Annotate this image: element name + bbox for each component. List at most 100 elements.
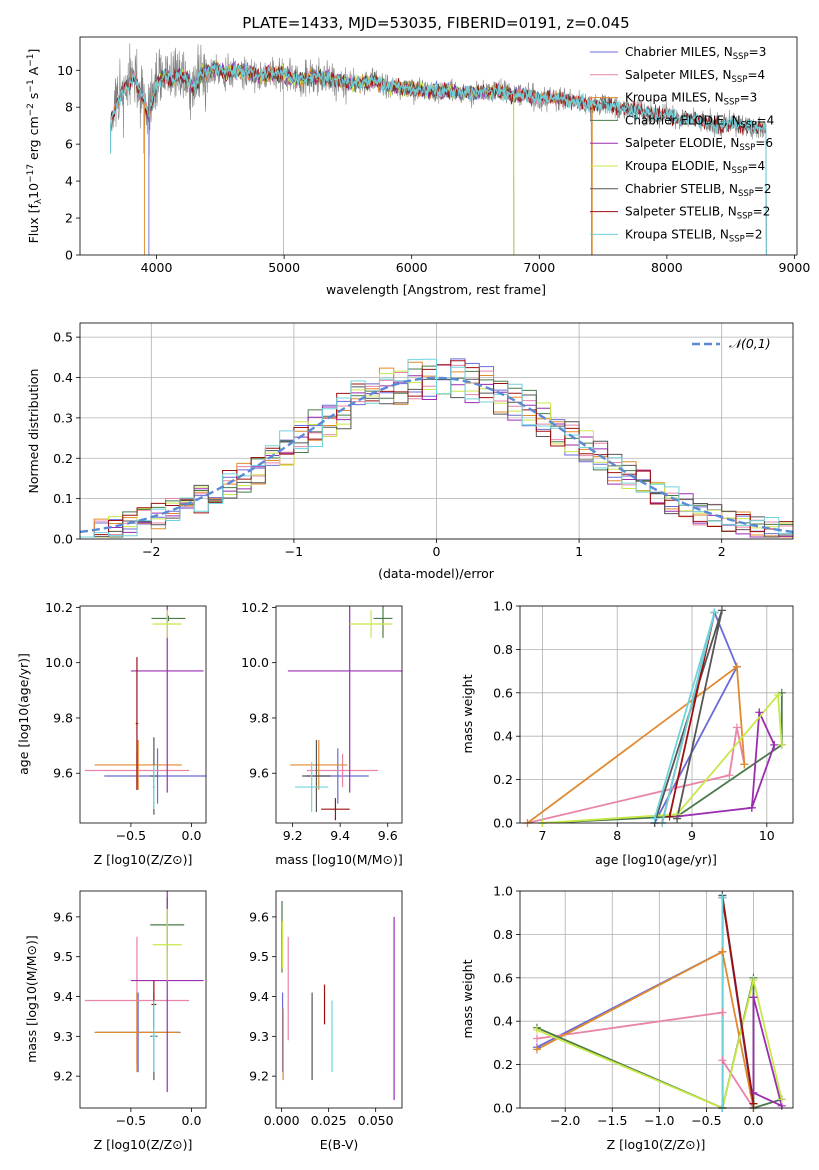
- age_vs_mass-plot-area: [287, 606, 402, 821]
- mass_vs_Z-frame: [79, 890, 207, 1109]
- tspan: −1: [26, 79, 36, 92]
- spectrum-y-label: Flux [fλ​10−17​ erg cm−2​ s−1​ A−1​]: [26, 49, 44, 244]
- normal-curve: [80, 376, 793, 534]
- weight-line-kroupa-elodie: [542, 692, 783, 823]
- weight-marker: [718, 1008, 727, 1017]
- y-tick-label: 10.0: [45, 655, 73, 670]
- legend-name: Salpeter ELODIE, N: [625, 136, 739, 150]
- y-tick-label: 0.5: [53, 330, 73, 345]
- y-tick-label: 10: [57, 63, 73, 78]
- y-tick-label: 0.4: [493, 729, 513, 744]
- x-tick-label: 8000: [651, 260, 683, 275]
- y-tick-label: 0.0: [53, 532, 73, 547]
- weight-vs-age-x-label: age [log10(age/yr)]: [595, 852, 717, 867]
- y-tick-label: 9.6: [53, 766, 73, 781]
- y-tick-label: 9.3: [249, 1029, 269, 1044]
- y-tick-label: 0.0: [493, 816, 513, 831]
- y-tick-label: 9.2: [53, 1069, 73, 1084]
- mass_vs_ebv-axes: 0.000 0.025 0.050 9.2 9.3 9.4 9.5 9.6: [249, 890, 403, 1128]
- weight_vs_age-frame: [519, 605, 794, 824]
- weight-marker: [777, 740, 786, 749]
- weight-marker: [777, 688, 786, 697]
- x-tick-label: 0.000: [264, 1113, 300, 1128]
- weight-marker: [755, 708, 764, 717]
- age_vs_mass-frame: [275, 605, 403, 824]
- y-tick-label: 0.4: [493, 1014, 513, 1029]
- x-tick-label: 9000: [779, 260, 811, 275]
- y-tick-label: 10.2: [45, 600, 73, 615]
- legend-entry: Chabrier STELIB, NSSP=2: [625, 182, 772, 199]
- legend-name: Chabrier ELODIE, N: [625, 113, 741, 127]
- weight-line-kroupa-elodie: [536, 979, 783, 1108]
- weight-marker: [749, 1099, 758, 1108]
- legend-sub: SSP: [738, 189, 754, 199]
- weight-marker: [770, 740, 779, 749]
- legend-entry: Chabrier ELODIE, NSSP=4: [625, 113, 774, 130]
- y-tick-label: 9.4: [249, 989, 269, 1004]
- legend-sub: SSP: [737, 212, 753, 222]
- residuals-x-label: (data-model)/error: [378, 566, 495, 581]
- age-vs-z-x-label: Z [log10(Z/Z⊙)]: [94, 852, 193, 867]
- legend-name: Salpeter STELIB, N: [625, 205, 737, 219]
- weight-marker: [747, 803, 756, 812]
- weight-marker: [710, 608, 719, 617]
- weight-marker: [718, 893, 727, 902]
- weight-marker: [673, 814, 682, 823]
- y-tick-label: 0.0: [493, 1101, 513, 1116]
- x-tick-label: 4000: [141, 260, 173, 275]
- figure-title: PLATE=1433, MJD=53035, FIBERID=0191, z=0…: [242, 14, 629, 32]
- x-tick-label: 6000: [396, 260, 428, 275]
- weight-marker: [749, 993, 758, 1002]
- y-tick-label: 0.2: [493, 1057, 513, 1072]
- x-tick-label: −1: [285, 544, 303, 559]
- x-tick-label: −1.5: [597, 1113, 627, 1128]
- x-tick-label: −2.0: [550, 1113, 580, 1128]
- legend-sub: SSP: [733, 52, 749, 62]
- spectrum-frame: [79, 36, 798, 256]
- weight-marker: [665, 812, 674, 821]
- tspan: s: [26, 93, 41, 104]
- legend-entry: Salpeter ELODIE, NSSP=6: [625, 136, 773, 153]
- legend-name: Kroupa STELIB, N: [625, 227, 729, 241]
- x-tick-label: −0.5: [116, 1113, 146, 1128]
- y-tick-label: 0.6: [493, 970, 513, 985]
- weight_vs_Z-axes: −2.0 −1.5 −1.0 −0.5 0.0 0.0 0.2 0.4 0.6 0.8 1.0: [493, 884, 794, 1128]
- legend-name: Kroupa MILES, N: [625, 91, 724, 105]
- y-tick-label: 0.8: [493, 927, 513, 942]
- weight-marker: [650, 814, 659, 823]
- legend-value: =4: [747, 68, 765, 82]
- model-line-kroupa-stelib: [110, 61, 767, 255]
- weight-marker: [732, 723, 741, 732]
- mass_vs_ebv-frame: [275, 890, 403, 1109]
- x-tick-label: 0: [433, 544, 441, 559]
- x-tick-label: 8: [613, 828, 621, 843]
- residuals-axes: −2 −1 0 1 2 0.0 0.1 0.2 0.3 0.4 0.5: [53, 322, 794, 559]
- tspan: erg cm: [26, 116, 41, 164]
- x-tick-label: 9: [688, 828, 696, 843]
- legend-entry: Salpeter MILES, NSSP=4: [625, 68, 765, 85]
- spectrum-plot-area: [110, 43, 767, 255]
- tspan: ]: [26, 49, 41, 54]
- age_vs_Z-plot-area: [84, 606, 206, 815]
- legend-sub: SSP: [729, 234, 745, 244]
- weight-marker: [532, 1034, 541, 1043]
- legend-value: =2: [754, 182, 772, 196]
- legend-value: =6: [755, 136, 773, 150]
- legend-sub: SSP: [724, 98, 740, 108]
- weight-marker: [718, 1056, 727, 1065]
- y-tick-label: 9.4: [53, 989, 73, 1004]
- mass_vs_Z-plot-area: [84, 891, 204, 1093]
- weight_vs_Z-frame: [519, 890, 794, 1109]
- y-tick-label: 0.6: [493, 685, 513, 700]
- tspan: −1: [26, 54, 36, 67]
- mass_vs_Z-axes: −0.5 0.0 9.2 9.3 9.4 9.5 9.6: [53, 890, 207, 1128]
- plot-layer: 4000 5000 6000 7000 8000 90000246810wavelengt…: [16, 36, 811, 1152]
- weight-marker: [532, 1025, 541, 1034]
- residuals-y-label: Normed distribution: [26, 369, 41, 494]
- weight-marker: [774, 690, 783, 699]
- mass_vs_ebv-plot-area: [281, 900, 395, 1101]
- age-vs-mass-x-label: mass [log10(M/M⊙)]: [275, 852, 403, 867]
- y-tick-label: 9.2: [249, 1069, 269, 1084]
- y-tick-label: 0.3: [53, 410, 73, 425]
